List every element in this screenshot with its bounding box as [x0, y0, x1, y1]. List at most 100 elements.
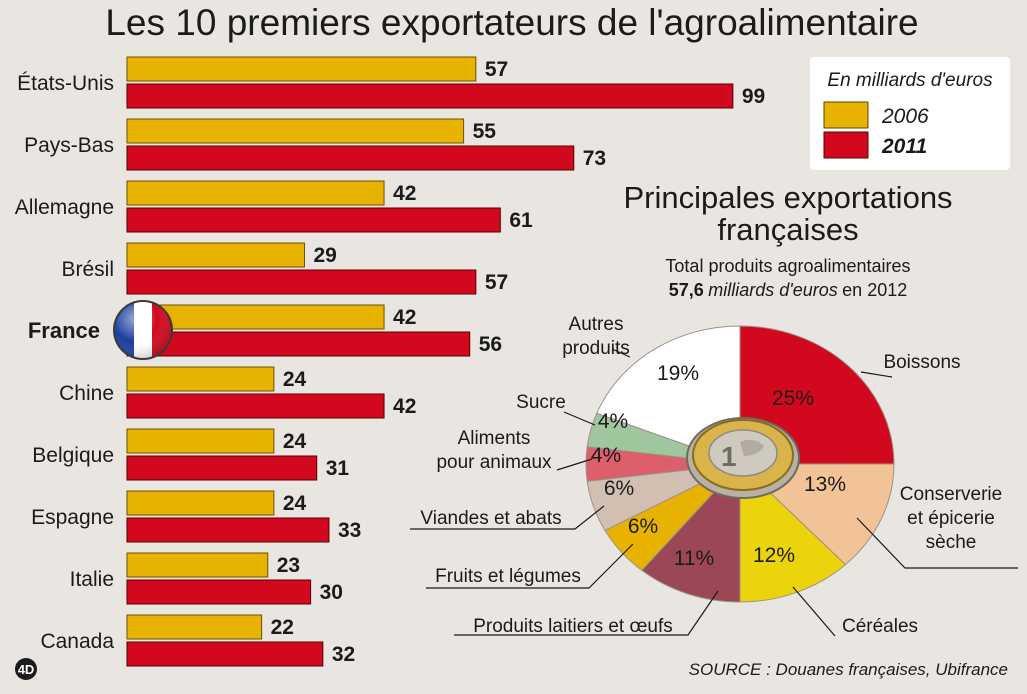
bar-value-label: 29 [313, 244, 336, 267]
pie-slice [641, 462, 741, 603]
pie-slice [739, 462, 847, 603]
bar-value-label: 61 [509, 209, 533, 232]
bar-2011 [126, 641, 324, 667]
bar-2006 [126, 490, 275, 516]
legend-label-2006: 2006 [881, 105, 929, 128]
leader-line [860, 371, 893, 378]
category-label: Belgique [32, 444, 114, 467]
bar-value-label: 30 [320, 581, 343, 604]
pie-slice-label: Viandes et abats [420, 508, 561, 529]
euro-coin-icon: 1 [686, 417, 800, 499]
bar-2006 [126, 118, 465, 144]
pie-slice-percent: 25% [772, 387, 814, 410]
leader-line [792, 586, 836, 637]
leader-line [611, 348, 631, 358]
pie-slice-percent: 12% [753, 544, 795, 567]
pie-slice-label: Produits laitiers et œufs [473, 616, 673, 637]
legend-swatch-2006 [823, 101, 869, 129]
category-label: Canada [40, 630, 114, 653]
bar-2011 [126, 83, 734, 109]
legend-title: En milliards d'euros [827, 70, 993, 91]
pie-total-value: 57,6 [669, 280, 704, 300]
pie-slice-label: Boissons [883, 352, 960, 373]
source-note: SOURCE : Douanes françaises, Ubifrance [689, 660, 1008, 679]
bar-2011 [126, 207, 501, 233]
bar-value-label: 24 [283, 492, 307, 515]
bar-value-label: 42 [393, 182, 416, 205]
legend: En milliards d'euros 2006 2011 [810, 57, 1010, 170]
pie-slice-label: Fruits et légumes [435, 566, 581, 587]
pie-slice-label: Céréales [842, 616, 918, 637]
pie-subtitle-line-1: Total produits agroalimentaires [665, 256, 910, 276]
category-label: Chine [59, 382, 114, 405]
bar-value-label: 99 [742, 85, 765, 108]
leader-line [556, 458, 593, 471]
svg-text:1: 1 [721, 441, 737, 472]
bar-value-label: 33 [338, 519, 361, 542]
legend-swatch-2011 [823, 131, 869, 159]
bar-2006 [126, 552, 269, 578]
bar-value-label: 42 [393, 395, 416, 418]
bar-value-label: 73 [583, 147, 606, 170]
bar-value-label: 55 [473, 120, 497, 143]
category-label: Allemagne [15, 196, 114, 219]
category-label: Italie [70, 568, 114, 591]
category-label: France [28, 318, 100, 343]
pie-title-line-2: françaises [717, 212, 858, 247]
bar-2011 [126, 331, 471, 357]
pie-slice-label: Conserverie et épicerie sèche [900, 484, 1002, 553]
bar-2006 [126, 242, 305, 268]
bar-2011 [126, 145, 575, 171]
bar-value-label: 24 [283, 430, 307, 453]
pie-total-unit: milliards d'euros [708, 280, 837, 300]
pie-slice-percent: 4% [598, 410, 628, 433]
bar-value-label: 56 [479, 333, 502, 356]
leader-line [856, 517, 1018, 569]
leader-line [410, 505, 605, 530]
france-flag-icon [113, 300, 173, 360]
pie-slice-percent: 6% [628, 515, 658, 538]
category-label: Espagne [31, 506, 114, 529]
bar-value-label: 22 [271, 616, 294, 639]
pie-total-year: en 2012 [842, 280, 907, 300]
bar-2011 [126, 517, 330, 543]
bar-2011 [126, 269, 477, 295]
chart-title: Les 10 premiers exportateurs de l'agroal… [105, 2, 918, 43]
bar-value-label: 42 [393, 306, 416, 329]
bar-value-label: 57 [485, 58, 508, 81]
bar-2011 [126, 455, 318, 481]
logo-text: 4D [18, 662, 35, 677]
category-label: États-Unis [17, 72, 114, 95]
pie-slice-percent: 19% [657, 362, 699, 385]
leader-line [426, 543, 634, 589]
category-label: Brésil [61, 258, 114, 281]
bar-value-label: 23 [277, 554, 300, 577]
pie-title-line-1: Principales exportations [623, 180, 952, 215]
bar-2006 [126, 56, 477, 82]
bar-value-label: 31 [326, 457, 350, 480]
leader-line [454, 590, 719, 636]
pie-subtitle-line-2: 57,6 milliards d'euros en 2012 [669, 280, 908, 300]
leader-line [563, 411, 596, 426]
bar-chart: États-Unis 57 99 Pays-Bas 55 73 Allemagne 42 61 B… [15, 56, 765, 667]
pie-slice-label: Sucre [516, 392, 566, 413]
bar-2011 [126, 393, 385, 419]
bar-2006 [126, 614, 263, 640]
bar-value-label: 32 [332, 643, 355, 666]
pie-slice-percent: 11% [674, 547, 714, 570]
pie-slice-label: Autres produits [562, 314, 630, 359]
bar-2006 [126, 428, 275, 454]
category-label: Pays-Bas [24, 134, 114, 157]
bar-2006 [126, 366, 275, 392]
legend-label-2011: 2011 [881, 135, 927, 158]
logo: 4D [15, 658, 37, 680]
pie-slice-percent: 13% [804, 473, 846, 496]
bar-value-label: 57 [485, 271, 508, 294]
pie-slice-label: Aliments pour animaux [436, 428, 552, 473]
bar-2006 [126, 180, 385, 206]
bar-value-label: 24 [283, 368, 307, 391]
bar-2011 [126, 579, 312, 605]
pie-slice-percent: 6% [604, 477, 634, 500]
